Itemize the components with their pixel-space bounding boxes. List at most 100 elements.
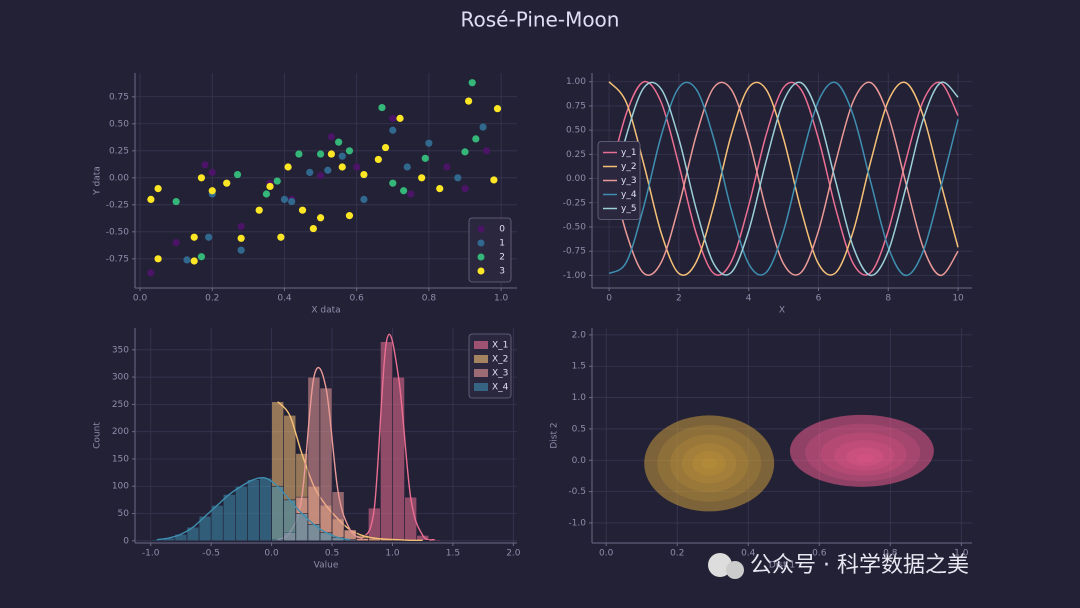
- y-tick-label: 0: [123, 536, 129, 546]
- x-tick-label: 0.6: [812, 549, 827, 559]
- x-tick-label: 0.6: [350, 294, 365, 304]
- line-series: [608, 81, 959, 276]
- x-tick-label: 0.2: [205, 294, 219, 304]
- density-contour: [681, 443, 737, 484]
- hist-bar: [222, 494, 236, 542]
- scatter-point: [255, 206, 263, 214]
- legend-label: y_1: [621, 148, 637, 158]
- scatter-point: [277, 233, 285, 241]
- y-tick-label: 100: [112, 482, 129, 492]
- scatter-point: [316, 150, 325, 158]
- scatter-point: [400, 187, 408, 195]
- legend-label: X_4: [492, 383, 509, 393]
- y-tick-label: 350: [112, 345, 129, 355]
- x-axis-label: X: [779, 306, 785, 316]
- scatter-point: [327, 150, 336, 158]
- y-tick-label: 300: [112, 373, 129, 383]
- y-tick-label: 150: [112, 454, 129, 464]
- scatter-point: [360, 170, 368, 179]
- watermark-icon: [708, 553, 732, 577]
- scatter-point: [461, 185, 469, 193]
- scatter-point: [223, 179, 231, 187]
- hist-bar: [331, 491, 345, 542]
- scatter-point: [288, 197, 296, 206]
- y-tick-label: -0.25: [563, 198, 586, 208]
- hist-bar: [186, 526, 200, 542]
- x-tick-label: 4: [746, 294, 752, 304]
- watermark-icon: [726, 561, 744, 579]
- hist-bar: [380, 341, 393, 542]
- line-series: [608, 81, 959, 277]
- scatter-point: [273, 177, 281, 185]
- scatter-point: [345, 147, 354, 155]
- scatter-point: [266, 182, 274, 191]
- x-tick-label: 1.0: [385, 549, 400, 559]
- legend-box: [468, 217, 512, 283]
- scatter-point: [407, 190, 415, 198]
- scatter-point: [490, 176, 498, 184]
- scatter-point: [396, 114, 404, 122]
- y-tick-label: 1.0: [572, 393, 587, 403]
- hist-bar: [271, 485, 284, 542]
- scatter-point: [183, 256, 191, 264]
- y-tick-label: 200: [112, 427, 129, 437]
- scatter-point: [316, 172, 325, 180]
- scatter-point: [468, 79, 476, 87]
- y-tick-label: -0.75: [563, 247, 586, 257]
- hist-bar: [235, 485, 248, 542]
- legend-label: X_2: [492, 355, 508, 365]
- scatter-point: [147, 195, 155, 204]
- scatter-point: [284, 163, 292, 171]
- hist-bar: [319, 387, 333, 542]
- density-contour: [701, 457, 717, 470]
- y-tick-label: -1.00: [563, 271, 587, 281]
- scatter-point: [316, 214, 325, 222]
- scatter-point: [338, 152, 346, 160]
- scatter-point: [353, 163, 361, 171]
- x-tick-label: 0.8: [883, 549, 898, 559]
- x-tick-label: 0.0: [264, 549, 279, 559]
- x-tick-label: 0.2: [670, 549, 684, 559]
- y-tick-label: 0.5: [572, 424, 586, 434]
- legend-swatch: [477, 239, 485, 247]
- y-axis-label: Count: [93, 422, 103, 449]
- scatter-point: [335, 138, 343, 146]
- density-contour: [805, 423, 921, 482]
- scatter-point: [360, 195, 368, 204]
- scatter-point: [389, 126, 397, 134]
- density-contour: [789, 414, 934, 487]
- legend-label: y_4: [621, 190, 637, 200]
- legend-label: 1: [499, 239, 505, 249]
- y-tick-label: 0.75: [566, 101, 586, 111]
- legend-swatch: [474, 383, 488, 391]
- scatter-point: [147, 269, 155, 277]
- x-tick-label: 0.4: [741, 549, 756, 559]
- scatter-point: [389, 114, 397, 122]
- x-tick-label: 1.5: [446, 549, 460, 559]
- scatter-point: [309, 224, 317, 233]
- x-axis-label: Dist 1: [769, 561, 795, 571]
- x-tick-label: -0.5: [202, 549, 220, 559]
- subplot: -1.0 -0.5 0.0 0.5 1.0 1.5 2.0 0.0 0.2 0.4 0.6 0.8 1.…: [550, 328, 972, 571]
- y-tick-label: 0.25: [566, 150, 586, 160]
- hist-bar: [247, 479, 260, 542]
- scatter-point: [237, 234, 245, 242]
- hist-bar: [343, 539, 357, 542]
- x-tick-label: 2: [676, 294, 682, 304]
- legend-label: 3: [499, 267, 505, 277]
- y-axis-label: Y data: [93, 166, 103, 196]
- y-tick-label: 0.00: [109, 173, 129, 183]
- density-contour: [692, 450, 727, 476]
- scatter-point: [237, 246, 245, 254]
- scatter-point: [205, 233, 213, 241]
- hist-bar: [210, 505, 224, 542]
- y-axis-label: Dist 2: [550, 422, 560, 448]
- scatter-point: [298, 206, 307, 214]
- density-contour: [644, 415, 775, 512]
- kde-curve: [156, 476, 351, 541]
- scatter-point: [418, 174, 426, 182]
- scatter-point: [154, 185, 162, 193]
- hist-bar: [392, 376, 405, 542]
